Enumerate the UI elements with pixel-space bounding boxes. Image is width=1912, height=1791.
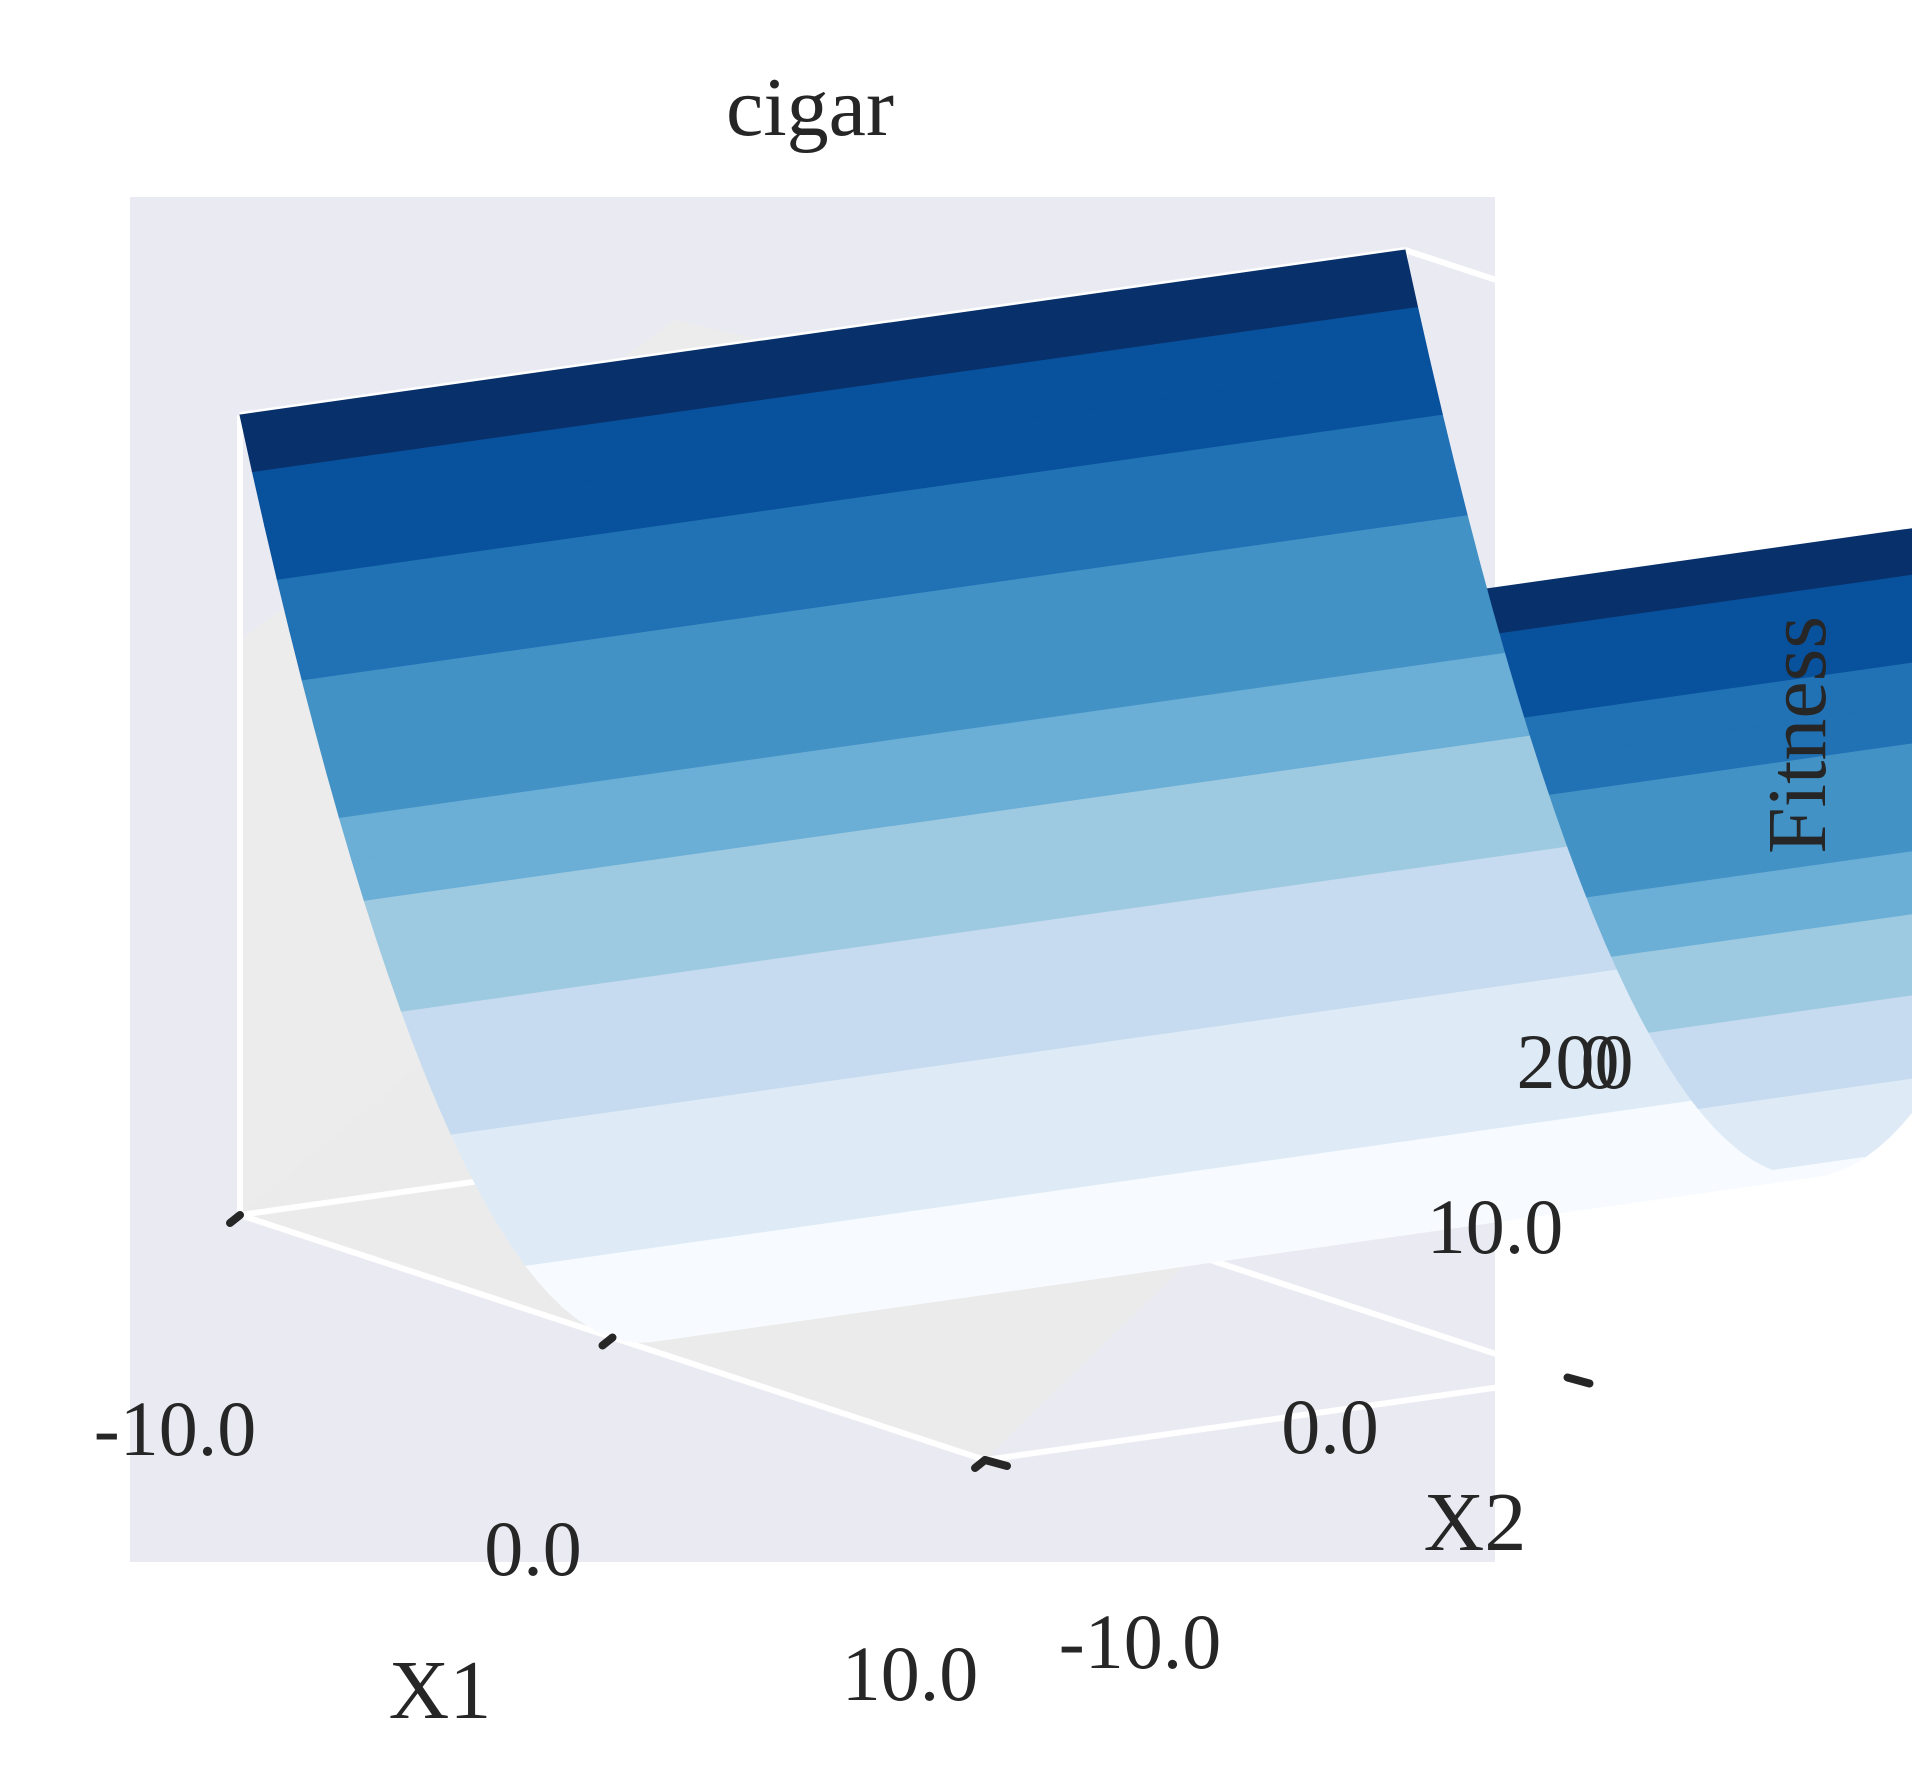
- y-axis-label: X2: [1424, 1476, 1527, 1569]
- chart-title: cigar: [726, 61, 894, 154]
- axis-tick: [226, 1211, 244, 1227]
- x-tick-label-2: 10.0: [842, 1630, 979, 1717]
- axis-tick: [1563, 1373, 1594, 1388]
- axis-tick: [598, 1333, 617, 1350]
- tick-marks: [226, 1211, 1594, 1472]
- y-tick-label-2: 10.0: [1427, 1183, 1564, 1270]
- z-axis-label: Fitness: [1751, 616, 1844, 854]
- z-tick-label-1: 200: [1517, 1018, 1634, 1105]
- y-tick-label-0: -10.0: [1059, 1598, 1221, 1685]
- axes-3d: [226, 247, 1912, 1472]
- axis-tick: [981, 1456, 1011, 1470]
- x-tick-label-0: -10.0: [94, 1385, 256, 1472]
- y-tick-label-1: 0.0: [1281, 1383, 1379, 1470]
- surface-strip: [239, 249, 1419, 473]
- grid-line-top: [1404, 247, 1912, 420]
- z-tick-label-0: 0: [1581, 1018, 1620, 1105]
- surface-plot: [239, 249, 1912, 1343]
- x-tick-label-1: 0.0: [484, 1505, 582, 1592]
- x-axis-label: X1: [389, 1644, 492, 1737]
